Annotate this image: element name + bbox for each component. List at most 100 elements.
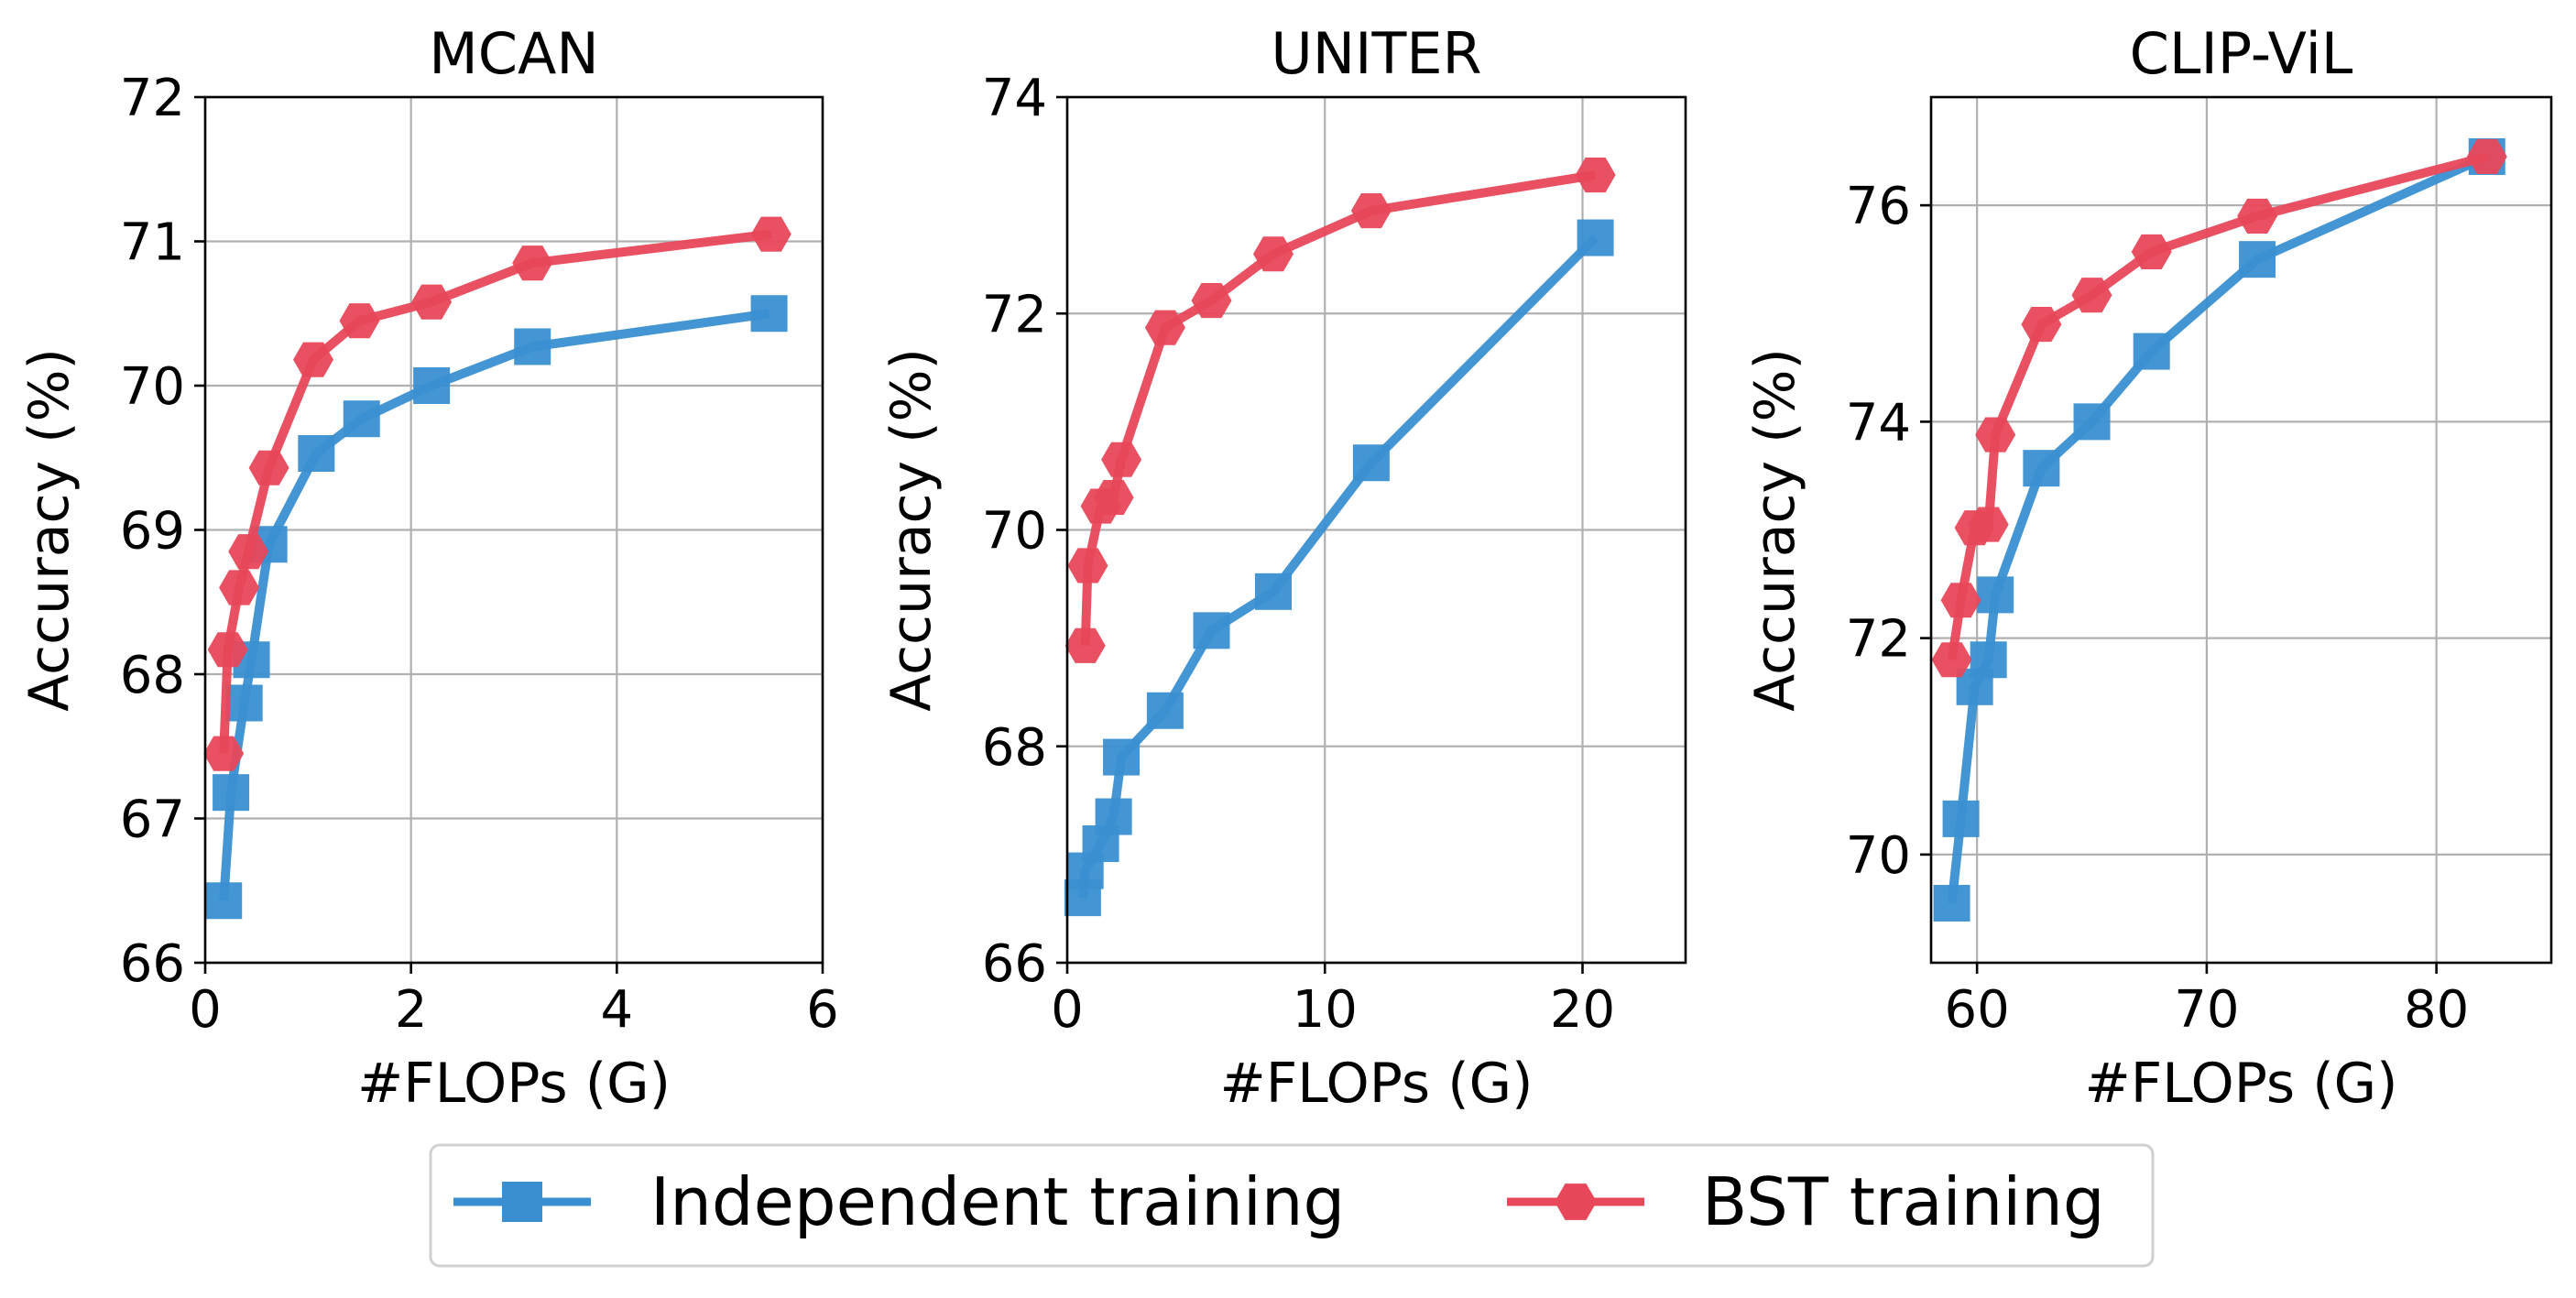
y-tick-label: 70	[1846, 826, 1911, 886]
data-point-square	[1095, 798, 1132, 835]
y-tick-label: 72	[1846, 610, 1911, 670]
legend-entry-independent: Independent training	[453, 1163, 1345, 1240]
data-point-square	[1977, 576, 2014, 614]
data-point-hexagon	[1253, 236, 1293, 272]
data-point-hexagon	[248, 450, 289, 485]
data-point-hexagon	[207, 632, 248, 668]
y-tick-label: 72	[982, 285, 1047, 344]
series-line-independent	[219, 309, 770, 901]
legend-marker-square	[502, 1182, 542, 1222]
x-tick-label: 70	[2174, 980, 2239, 1040]
data-point-square	[514, 328, 551, 365]
y-axis-label: Accuracy (%)	[1743, 348, 1807, 712]
y-tick-label: 66	[120, 934, 185, 994]
panel-uniter: 0 10 20 66 68 70 72 74 UNITER #FLOPs (G) Accuracy …	[879, 20, 1687, 1116]
x-tick-label: 60	[1945, 980, 2010, 1040]
y-tick-label: 69	[120, 502, 185, 562]
legend: Independent training BST training	[429, 1143, 2155, 1268]
data-point-hexagon	[2071, 278, 2112, 313]
data-point-square	[1933, 885, 1970, 922]
data-point-hexagon	[1101, 442, 1142, 477]
legend-entry-bst: BST training	[1507, 1163, 2105, 1240]
x-tick-label: 80	[2404, 980, 2469, 1040]
series-line-bst	[1080, 170, 1597, 647]
data-point-hexagon	[2237, 198, 2278, 234]
data-point-square	[1103, 738, 1141, 776]
data-point-hexagon	[512, 245, 553, 281]
data-point-hexagon	[1931, 642, 1972, 678]
data-point-square	[225, 684, 263, 722]
legend-label-bst: BST training	[1702, 1163, 2105, 1240]
data-point-hexagon	[1064, 627, 1106, 663]
x-axis-label: #FLOPs (G)	[357, 1052, 671, 1116]
data-point-hexagon	[1575, 158, 1616, 193]
data-point-hexagon	[1968, 507, 2009, 542]
y-tick-label: 70	[120, 357, 185, 417]
y-axis-label: Accuracy (%)	[17, 348, 82, 712]
data-point-hexagon	[1093, 480, 1134, 516]
data-point-square	[205, 882, 243, 920]
panel-title: UNITER	[1271, 20, 1481, 87]
data-point-square	[1255, 573, 1292, 610]
data-point-square	[213, 774, 250, 812]
data-point-hexagon	[203, 736, 245, 771]
data-point-hexagon	[2021, 307, 2062, 343]
data-point-hexagon	[1144, 310, 1185, 345]
data-point-square	[750, 295, 788, 333]
y-axis-label: Accuracy (%)	[879, 348, 944, 712]
data-point-hexagon	[219, 570, 260, 605]
data-point-hexagon	[339, 303, 380, 339]
data-point-hexagon	[228, 534, 269, 570]
x-tick-label: 0	[1051, 980, 1084, 1040]
y-tick-label: 67	[120, 791, 185, 850]
legend-box	[429, 1143, 2155, 1268]
data-point-hexagon	[1940, 583, 1981, 618]
series-line-independent	[1947, 152, 2489, 904]
legend-label-independent: Independent training	[650, 1163, 1345, 1240]
y-tick-label: 70	[982, 502, 1047, 562]
data-point-square	[2073, 403, 2111, 441]
legend-marker-hexagon	[1555, 1183, 1597, 1220]
panel-title: CLIP-ViL	[2130, 20, 2353, 87]
data-point-hexagon	[411, 284, 453, 320]
data-point-square	[343, 400, 380, 438]
y-tick-label: 68	[982, 718, 1047, 778]
data-point-hexagon	[1350, 193, 1392, 229]
data-point-square	[2023, 450, 2060, 487]
y-tick-label: 66	[982, 934, 1047, 994]
panel-clipvil: 60 70 80 70 72 74 76 CLIP-ViL #FLOPs (G) Accuracy…	[1743, 20, 2553, 1116]
x-axis-label: #FLOPs (G)	[2084, 1052, 2397, 1116]
data-point-hexagon	[2131, 234, 2172, 269]
data-point-hexagon	[2466, 138, 2507, 174]
data-point-square	[1942, 800, 1980, 837]
y-tick-label: 76	[1846, 177, 1911, 236]
data-point-square	[1352, 444, 1390, 482]
y-tick-label: 72	[120, 69, 185, 128]
x-axis-label: #FLOPs (G)	[1219, 1052, 1533, 1116]
data-point-square	[1577, 219, 1614, 256]
data-point-square	[298, 435, 335, 473]
data-point-square	[2133, 333, 2170, 370]
data-point-square	[1970, 641, 2007, 679]
x-tick-label: 20	[1550, 980, 1615, 1040]
data-point-hexagon	[750, 216, 791, 252]
y-tick-label: 71	[120, 213, 185, 273]
x-tick-label: 4	[601, 980, 634, 1040]
panel-title: MCAN	[429, 20, 599, 87]
x-tick-label: 2	[395, 980, 428, 1040]
y-tick-label: 68	[120, 646, 185, 705]
data-point-hexagon	[1975, 417, 2016, 453]
data-point-square	[1146, 692, 1184, 729]
x-tick-label: 0	[189, 980, 222, 1040]
data-point-square	[2239, 241, 2276, 278]
series-line-bst	[1947, 152, 2489, 661]
plot-frame	[1929, 95, 2553, 965]
x-tick-label: 10	[1293, 980, 1358, 1040]
data-point-hexagon	[293, 342, 333, 377]
data-point-square	[1193, 612, 1230, 649]
data-point-square	[413, 367, 451, 404]
data-point-hexagon	[1191, 283, 1232, 319]
